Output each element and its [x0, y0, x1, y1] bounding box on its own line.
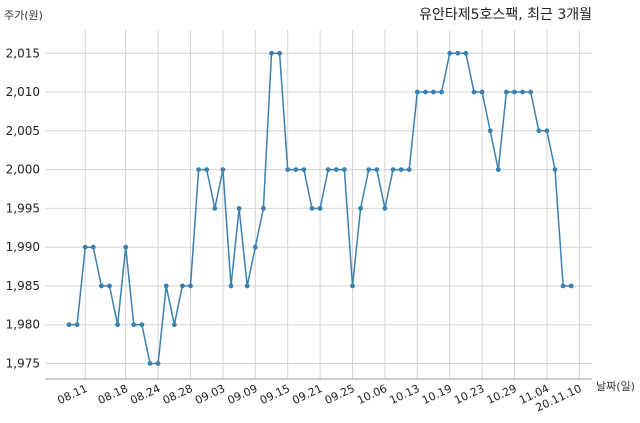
data-point — [107, 283, 112, 289]
data-point — [163, 283, 169, 289]
data-point — [155, 361, 161, 366]
data-point — [261, 205, 266, 211]
data-point — [398, 167, 404, 173]
x-tick-label: 08.28 — [161, 382, 195, 407]
data-point — [431, 89, 436, 95]
data-point — [333, 167, 339, 173]
data-point — [204, 167, 210, 173]
x-tick-label: 08.18 — [96, 382, 130, 407]
y-tick-label: 1,980 — [6, 318, 40, 332]
data-point — [285, 167, 291, 173]
data-point — [220, 167, 226, 173]
data-point — [74, 322, 80, 328]
series-layer — [66, 50, 574, 366]
grid-layer — [45, 30, 592, 379]
data-point — [317, 205, 323, 211]
data-point — [99, 283, 104, 289]
data-point — [358, 205, 363, 211]
x-tick-label: 09.09 — [226, 382, 260, 407]
x-tick-label: 10.13 — [388, 382, 422, 407]
data-point — [139, 322, 145, 328]
y-tick-label: 2,010 — [6, 85, 40, 99]
y-tick-label: 1,990 — [6, 240, 40, 254]
data-point — [536, 128, 542, 134]
data-point — [115, 322, 120, 328]
y-axis-label: 주가(원) — [4, 9, 43, 22]
data-point — [252, 244, 258, 250]
axis-layer: 1,975 1,980 1,985 1,990 1,995 2,000 2,005 2,010… — [6, 46, 592, 414]
data-point — [236, 205, 242, 211]
data-point — [147, 361, 153, 366]
data-point — [188, 283, 193, 289]
data-point — [439, 89, 444, 95]
x-tick-label: 10.29 — [485, 382, 519, 407]
data-point — [463, 50, 469, 56]
data-point — [212, 205, 218, 211]
data-point — [277, 50, 282, 56]
data-point — [131, 322, 137, 328]
data-point — [350, 283, 355, 289]
data-point — [512, 89, 517, 95]
y-tick-label: 1,975 — [6, 356, 40, 370]
data-point — [560, 283, 566, 289]
data-point — [309, 205, 315, 211]
data-point — [552, 167, 558, 173]
x-tick-label: 09.21 — [290, 382, 324, 407]
data-point — [301, 167, 307, 173]
data-point — [374, 167, 380, 173]
data-point — [123, 244, 129, 250]
x-tick-label: 09.03 — [193, 382, 227, 407]
data-point — [414, 89, 420, 95]
x-tick-label: 09.15 — [258, 382, 292, 407]
data-point — [342, 167, 347, 173]
data-point — [423, 89, 428, 95]
x-axis-label: 날짜(일) — [596, 379, 635, 393]
data-point — [455, 50, 461, 56]
data-point — [390, 167, 396, 173]
chart-title: 유안타제5호스팩, 최근 3개월 — [419, 7, 592, 23]
data-point — [171, 322, 177, 328]
y-tick-label: 1,985 — [6, 279, 40, 293]
data-point — [479, 89, 485, 95]
data-point — [366, 167, 372, 173]
data-point — [471, 89, 477, 95]
data-point — [325, 167, 331, 173]
data-point — [487, 128, 493, 134]
x-tick-label: 08.24 — [128, 382, 162, 407]
data-point — [293, 167, 299, 173]
data-point — [90, 244, 96, 250]
x-tick-label: 10.23 — [452, 382, 486, 407]
data-point — [406, 167, 412, 173]
data-point — [382, 205, 388, 211]
data-point — [495, 167, 501, 173]
x-tick-label: 08.11 — [55, 382, 89, 407]
data-point — [244, 283, 250, 289]
y-tick-label: 2,015 — [6, 46, 40, 60]
y-tick-label: 2,000 — [6, 163, 40, 177]
data-point — [528, 89, 534, 95]
data-point — [180, 283, 185, 289]
data-point — [520, 89, 525, 95]
data-point — [568, 283, 574, 289]
data-point — [228, 283, 234, 289]
data-point — [504, 89, 509, 95]
x-tick-label: 10.06 — [355, 382, 389, 407]
data-point — [196, 167, 202, 173]
x-tick-label: 10.19 — [420, 382, 454, 407]
data-point — [82, 244, 88, 250]
data-point — [447, 50, 453, 56]
data-point — [66, 322, 72, 328]
data-point — [269, 50, 274, 56]
y-tick-label: 2,005 — [6, 124, 40, 138]
y-tick-label: 1,995 — [6, 201, 40, 215]
x-tick-label: 09.25 — [323, 382, 357, 407]
data-point — [544, 128, 550, 134]
